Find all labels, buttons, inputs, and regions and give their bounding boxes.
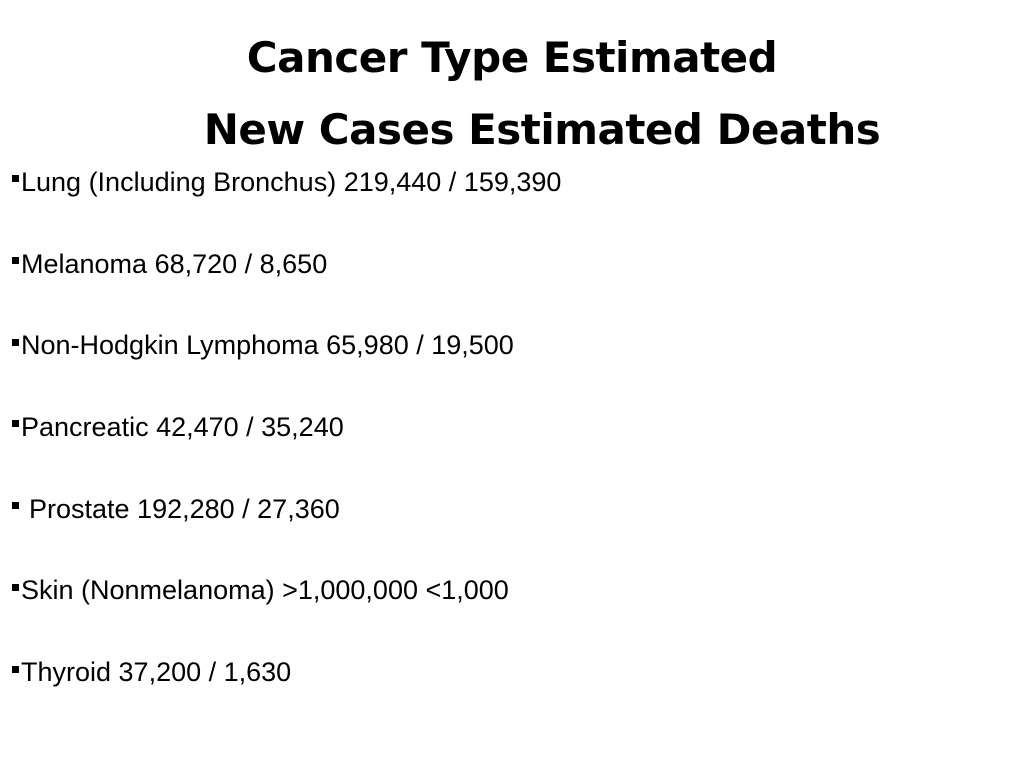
square-bullet-icon	[12, 175, 19, 183]
list-item-text: Prostate 192,280 / 27,360	[29, 493, 340, 524]
list-item-melanoma: Melanoma 68,720 / 8,650	[12, 245, 561, 327]
list-item-lung: Lung (Including Bronchus) 219,440 / 159,…	[12, 163, 561, 245]
square-bullet-icon	[12, 665, 19, 673]
list-item-text: Pancreatic 42,470 / 35,240	[21, 412, 344, 443]
list-item-text: Skin (Nonmelanoma) >1,000,000 <1,000	[21, 575, 509, 606]
list-item-pancreatic: Pancreatic 42,470 / 35,240	[12, 408, 561, 490]
square-bullet-icon	[12, 583, 19, 591]
title-line-1: Cancer Type Estimated	[246, 33, 778, 82]
list-item-text: Lung (Including Bronchus) 219,440 / 159,…	[21, 167, 562, 197]
title-line-2: New Cases Estimated Deaths	[203, 105, 881, 154]
square-bullet-icon	[12, 420, 19, 428]
slide-title: Cancer Type Estimated New Cases Estimate…	[0, 22, 1024, 166]
list-item-thyroid: Thyroid 37,200 / 1,630	[12, 653, 561, 735]
bullet-list: Lung (Including Bronchus) 219,440 / 159,…	[12, 163, 561, 735]
list-item-non-hodgkin-lymphoma: Non-Hodgkin Lymphoma 65,980 / 19,500	[12, 326, 561, 408]
list-item-text: Melanoma 68,720 / 8,650	[21, 248, 328, 279]
square-bullet-icon	[12, 502, 19, 510]
list-item-text: Non-Hodgkin Lymphoma 65,980 / 19,500	[21, 330, 514, 361]
square-bullet-icon	[12, 338, 19, 346]
list-item-prostate: Prostate 192,280 / 27,360	[12, 490, 561, 572]
list-item-skin-nonmelanoma: Skin (Nonmelanoma) >1,000,000 <1,000	[12, 571, 561, 653]
list-item-text: Thyroid 37,200 / 1,630	[21, 657, 292, 688]
square-bullet-icon	[12, 257, 19, 265]
